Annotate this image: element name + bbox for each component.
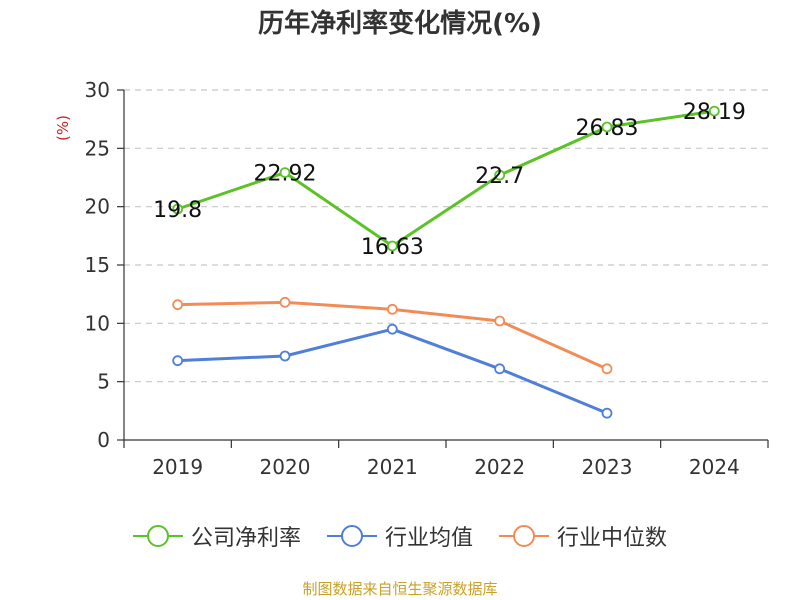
data-point xyxy=(494,315,506,327)
data-label: 19.8 xyxy=(153,198,202,223)
x-tick-label: 2020 xyxy=(260,455,311,479)
legend-item[interactable]: 公司净利率 xyxy=(132,520,301,552)
gridlines xyxy=(124,89,768,383)
y-axis-label: (%) xyxy=(54,115,72,141)
legend-label: 公司净利率 xyxy=(190,526,301,551)
x-tick-label: 2022 xyxy=(474,455,525,479)
series-line xyxy=(177,109,715,248)
y-tick-label: 10 xyxy=(85,311,110,335)
y-tick-label: 0 xyxy=(97,428,110,452)
legend: 公司净利率 行业均值 行业中位数 xyxy=(0,520,800,552)
x-tick-label: 2023 xyxy=(582,455,633,479)
legend-marker-icon xyxy=(499,524,549,548)
data-point xyxy=(601,363,613,375)
data-point xyxy=(386,240,398,252)
x-tick-label: 2024 xyxy=(689,455,740,479)
y-tick-label: 30 xyxy=(85,78,110,102)
data-point xyxy=(172,299,184,311)
y-tick-label: 25 xyxy=(85,136,110,160)
data-point xyxy=(172,355,184,367)
legend-marker-icon xyxy=(326,524,377,548)
x-tick-label: 2019 xyxy=(152,455,203,479)
legend-marker-icon xyxy=(132,524,183,548)
legend-label: 行业均值 xyxy=(384,526,473,551)
data-label: 28.19 xyxy=(683,100,746,125)
data-label: 22.7 xyxy=(475,164,524,189)
legend-label: 行业中位数 xyxy=(557,526,668,551)
legend-item[interactable]: 行业均值 xyxy=(326,520,473,552)
y-tick-label: 15 xyxy=(85,253,110,277)
data-point xyxy=(708,105,720,117)
chart-title: 历年净利率变化情况(%) xyxy=(258,9,542,39)
y-tick-label: 5 xyxy=(97,370,110,394)
data-point xyxy=(279,296,291,308)
y-tick-label: 20 xyxy=(85,195,110,219)
legend-item[interactable]: 行业中位数 xyxy=(499,520,667,552)
data-labels: 19.8 22.92 16.63 22.7 26.83 28.19 xyxy=(153,100,746,260)
data-point xyxy=(494,169,506,181)
data-point xyxy=(601,407,613,419)
data-point xyxy=(386,323,398,335)
axes: 0 5 10 15 20 25 30 2019 2020 2021 2022 2023 2024 xyxy=(85,78,769,479)
data-point xyxy=(279,167,291,179)
data-label: 22.92 xyxy=(254,162,317,187)
data-point xyxy=(601,121,613,133)
data-point xyxy=(494,363,506,375)
data-point xyxy=(279,350,291,362)
data-label: 16.63 xyxy=(361,235,424,260)
source-note: 制图数据来自恒生聚源数据库 xyxy=(302,580,498,598)
x-tick-label: 2021 xyxy=(367,455,418,479)
series xyxy=(172,105,720,419)
data-label: 26.83 xyxy=(576,116,639,141)
data-point xyxy=(386,303,398,315)
data-point xyxy=(172,203,184,215)
